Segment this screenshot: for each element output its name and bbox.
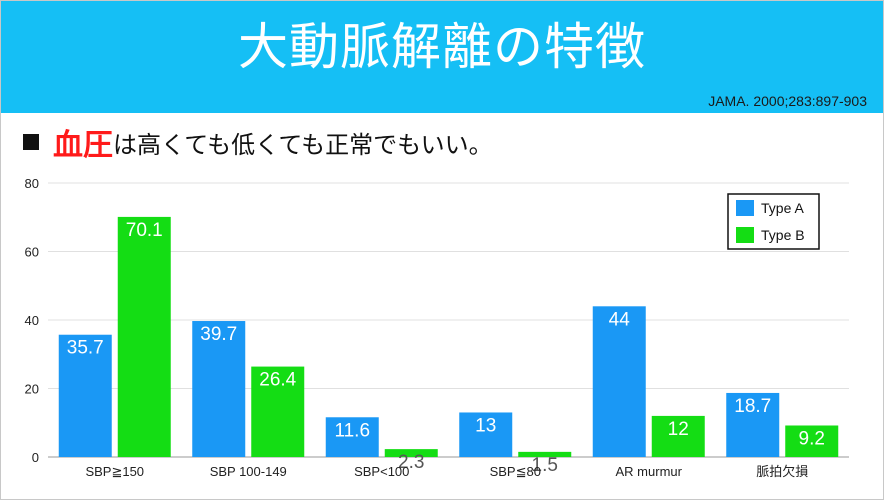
bar-type-b bbox=[518, 451, 572, 457]
data-label: 9.2 bbox=[799, 428, 825, 449]
bar-type-a bbox=[459, 412, 513, 457]
bar-type-b bbox=[785, 425, 839, 457]
bar-type-a bbox=[726, 392, 780, 457]
y-tick-label: 40 bbox=[25, 313, 39, 328]
citation: JAMA. 2000;283:897-903 bbox=[708, 93, 867, 109]
x-tick-label: SBP≦80 bbox=[490, 464, 541, 479]
data-label: 70.1 bbox=[126, 220, 163, 241]
legend-swatch bbox=[736, 200, 754, 216]
bar-type-b bbox=[251, 366, 305, 457]
legend-label: Type A bbox=[761, 200, 804, 216]
data-label: 2.3 bbox=[398, 452, 424, 473]
data-label: 35.7 bbox=[67, 338, 104, 359]
x-tick-label: 脈拍欠損 bbox=[756, 464, 808, 479]
legend-label: Type B bbox=[761, 227, 805, 243]
data-label: 39.7 bbox=[200, 324, 237, 345]
y-tick-label: 80 bbox=[25, 176, 39, 191]
bar-type-a bbox=[592, 306, 646, 457]
bullet-highlight: 血圧 bbox=[53, 128, 113, 163]
data-label: 11.6 bbox=[334, 420, 370, 441]
data-label: 12 bbox=[668, 419, 689, 440]
bar-type-b bbox=[117, 216, 171, 457]
title-bar: 大動脈解離の特徴 JAMA. 2000;283:897-903 bbox=[1, 1, 883, 113]
data-label: 13 bbox=[475, 415, 496, 436]
bullet-text: は高くても低くても正常でもいい。 bbox=[113, 130, 493, 159]
y-tick-label: 20 bbox=[25, 382, 39, 397]
data-label: 18.7 bbox=[734, 396, 771, 417]
data-label: 1.5 bbox=[532, 455, 558, 476]
bullet-square-icon bbox=[23, 134, 39, 150]
legend-swatch bbox=[736, 227, 754, 243]
bar-type-b bbox=[651, 415, 705, 457]
bar-type-a bbox=[192, 321, 246, 457]
bar-type-a bbox=[325, 417, 379, 457]
y-tick-label: 0 bbox=[32, 450, 39, 465]
bar-type-a bbox=[58, 334, 112, 457]
page-title: 大動脈解離の特徴 bbox=[238, 18, 646, 76]
bar-type-b bbox=[384, 449, 438, 457]
x-tick-label: SBP<100 bbox=[354, 464, 409, 479]
data-label: 26.4 bbox=[259, 370, 296, 391]
data-label: 44 bbox=[609, 309, 631, 330]
x-tick-label: SBP≧150 bbox=[85, 464, 144, 479]
x-tick-label: AR murmur bbox=[616, 464, 683, 479]
bullet-point: 血圧 は高くても低くても正常でもいい。 bbox=[23, 125, 493, 163]
y-tick-label: 60 bbox=[25, 245, 39, 260]
x-tick-label: SBP 100-149 bbox=[210, 464, 287, 479]
